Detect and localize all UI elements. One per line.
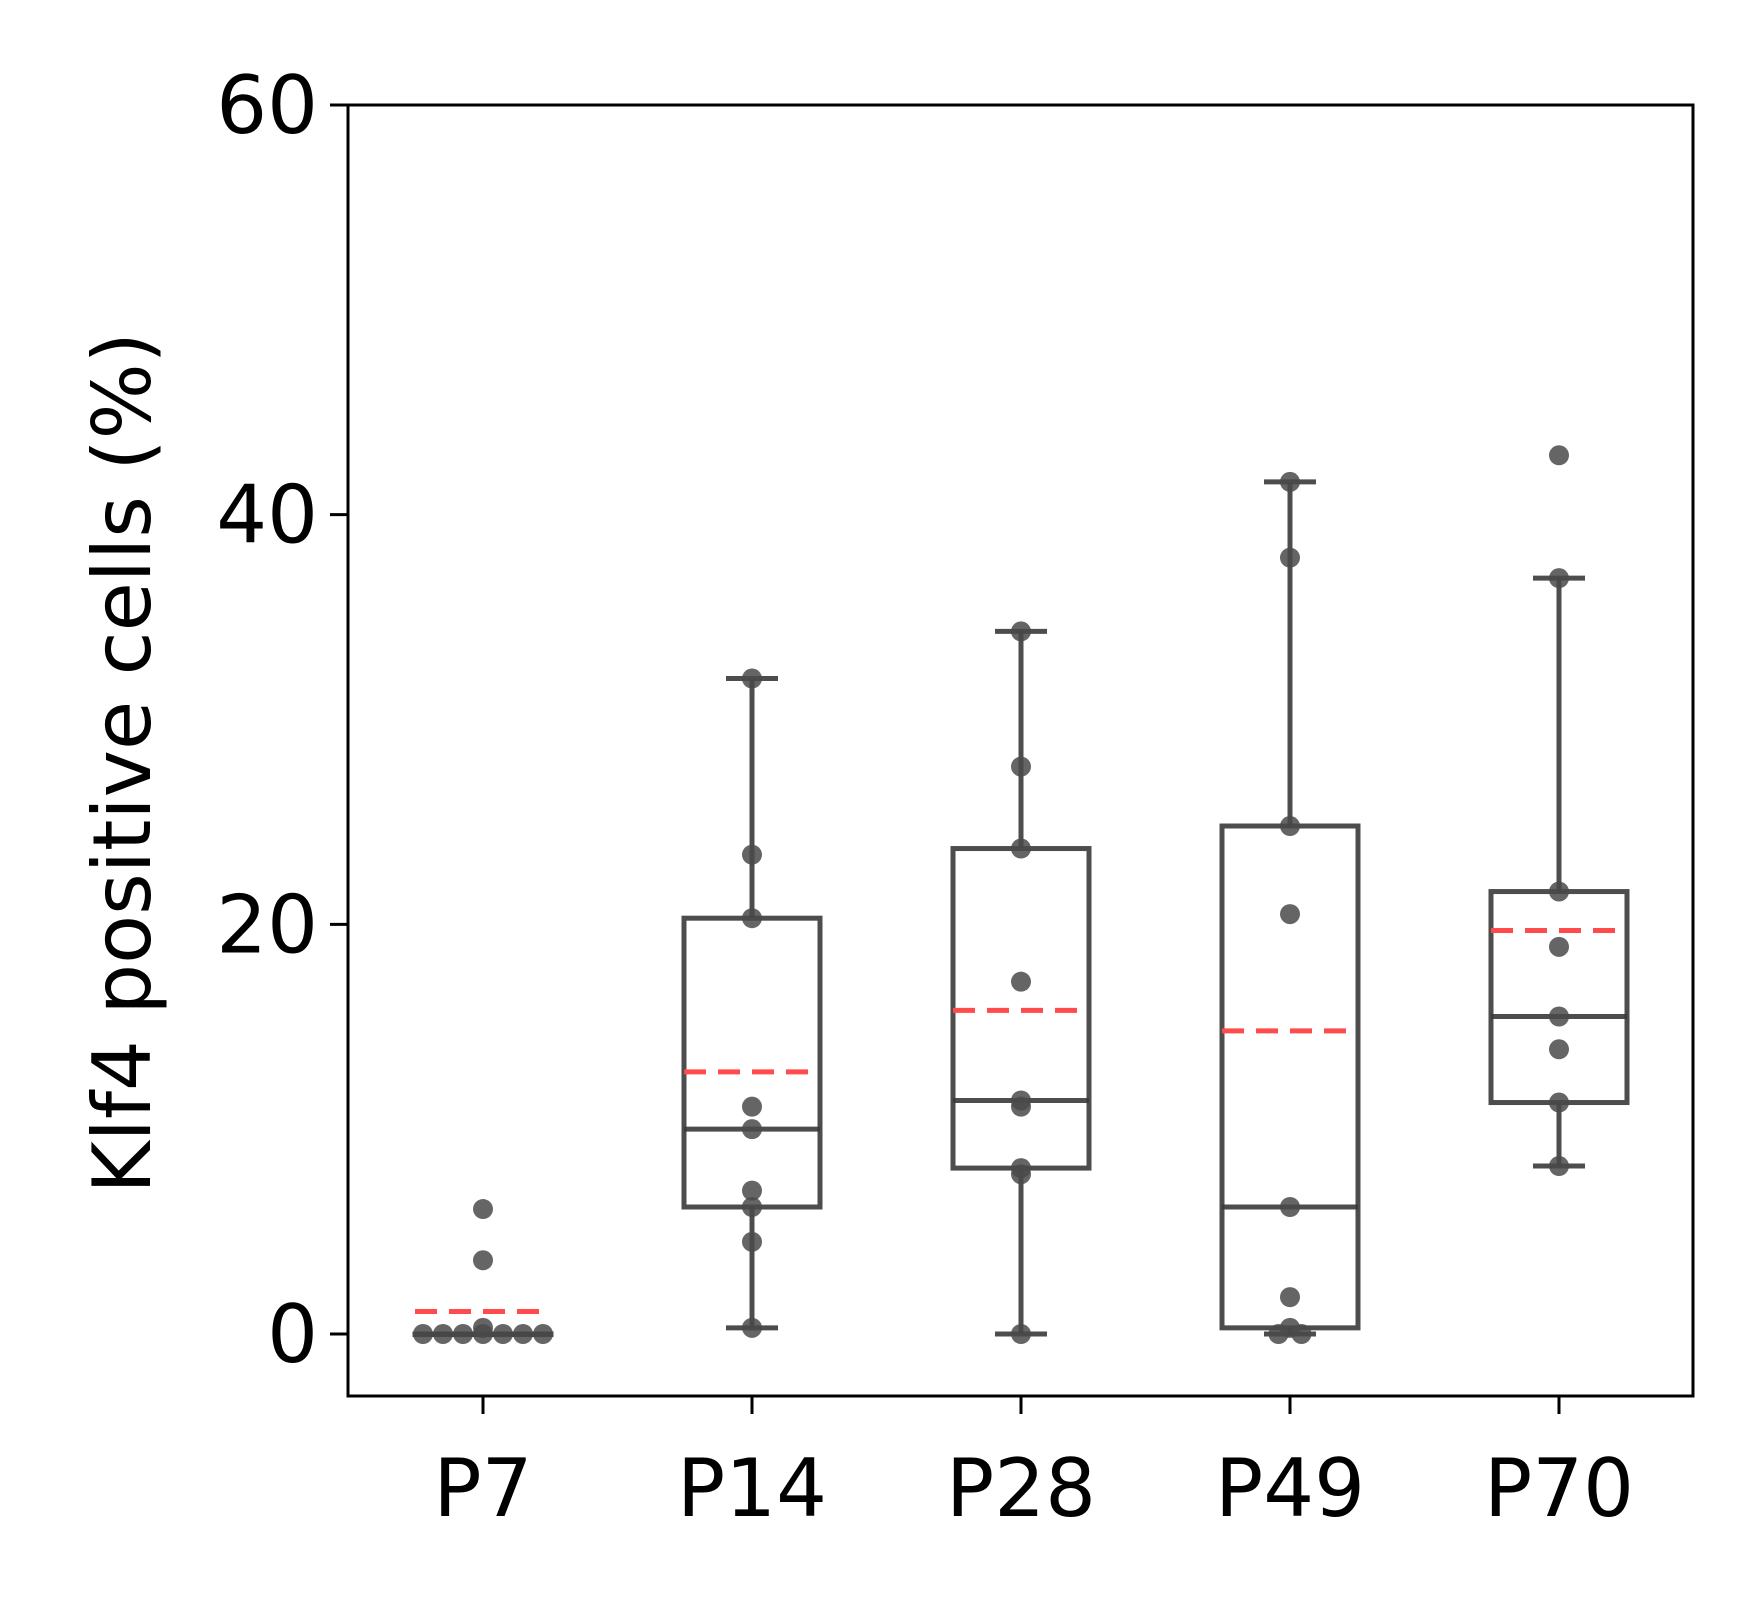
box	[681, 915, 823, 1210]
data-point	[1280, 904, 1300, 925]
y-tick-label: 40	[216, 469, 318, 562]
points-group-p49	[1268, 471, 1312, 1344]
y-tick-label: 20	[216, 878, 318, 971]
y-tick-label: 0	[267, 1288, 318, 1381]
data-point	[1549, 568, 1569, 589]
data-point	[1011, 756, 1031, 777]
data-point	[1011, 621, 1031, 642]
data-point	[473, 1317, 493, 1338]
x-tick-label: P14	[677, 1442, 827, 1535]
x-tick-label: P49	[1215, 1442, 1365, 1535]
data-point	[493, 1324, 513, 1344]
data-point	[742, 908, 762, 929]
data-point	[533, 1324, 553, 1344]
data-point	[433, 1324, 453, 1344]
data-point	[473, 1250, 493, 1271]
data-point	[1549, 1006, 1569, 1027]
data-point	[1011, 1158, 1031, 1179]
data-point	[453, 1324, 473, 1344]
x-tick-label: P7	[433, 1442, 532, 1535]
data-point	[1280, 547, 1300, 568]
data-point	[742, 1231, 762, 1252]
data-point	[1549, 936, 1569, 957]
data-point	[1549, 1039, 1569, 1060]
plot-area	[412, 445, 1630, 1344]
data-point	[1280, 816, 1300, 837]
data-point	[742, 1119, 762, 1140]
data-point	[1280, 1287, 1300, 1308]
data-point	[1280, 1317, 1300, 1338]
points-group-p7	[413, 1199, 553, 1344]
data-point	[742, 1096, 762, 1117]
data-point	[1280, 1197, 1300, 1218]
data-point	[1011, 1090, 1031, 1111]
x-tick-label: P28	[946, 1442, 1096, 1535]
data-point	[1011, 838, 1031, 859]
data-point	[513, 1324, 533, 1344]
box-group-p14	[681, 676, 823, 1331]
points-group-p28	[1011, 621, 1031, 1344]
points-group-p70	[1549, 445, 1569, 1177]
data-point	[413, 1324, 433, 1344]
box	[1219, 823, 1361, 1331]
data-point	[742, 844, 762, 865]
box-group-p70	[1488, 575, 1630, 1169]
y-axis-label: Klf4 positive cells (%)	[76, 332, 169, 1194]
data-point	[742, 668, 762, 689]
y-tick-label: 60	[216, 59, 318, 152]
data-point	[1280, 471, 1300, 492]
data-point	[1549, 881, 1569, 902]
data-point	[742, 1180, 762, 1201]
data-point	[742, 1197, 762, 1218]
x-tick-label: P70	[1484, 1442, 1634, 1535]
data-point	[742, 1317, 762, 1338]
box	[1488, 889, 1630, 1106]
data-point	[1549, 1092, 1569, 1113]
data-point	[1549, 445, 1569, 466]
data-point	[1011, 971, 1031, 992]
points-group-p14	[742, 668, 762, 1338]
data-point	[1011, 1324, 1031, 1344]
data-point	[1549, 1156, 1569, 1177]
axes: 0 20 40 60 P7 P14 P28 P49 P70	[216, 59, 1634, 1535]
data-point	[473, 1199, 493, 1220]
